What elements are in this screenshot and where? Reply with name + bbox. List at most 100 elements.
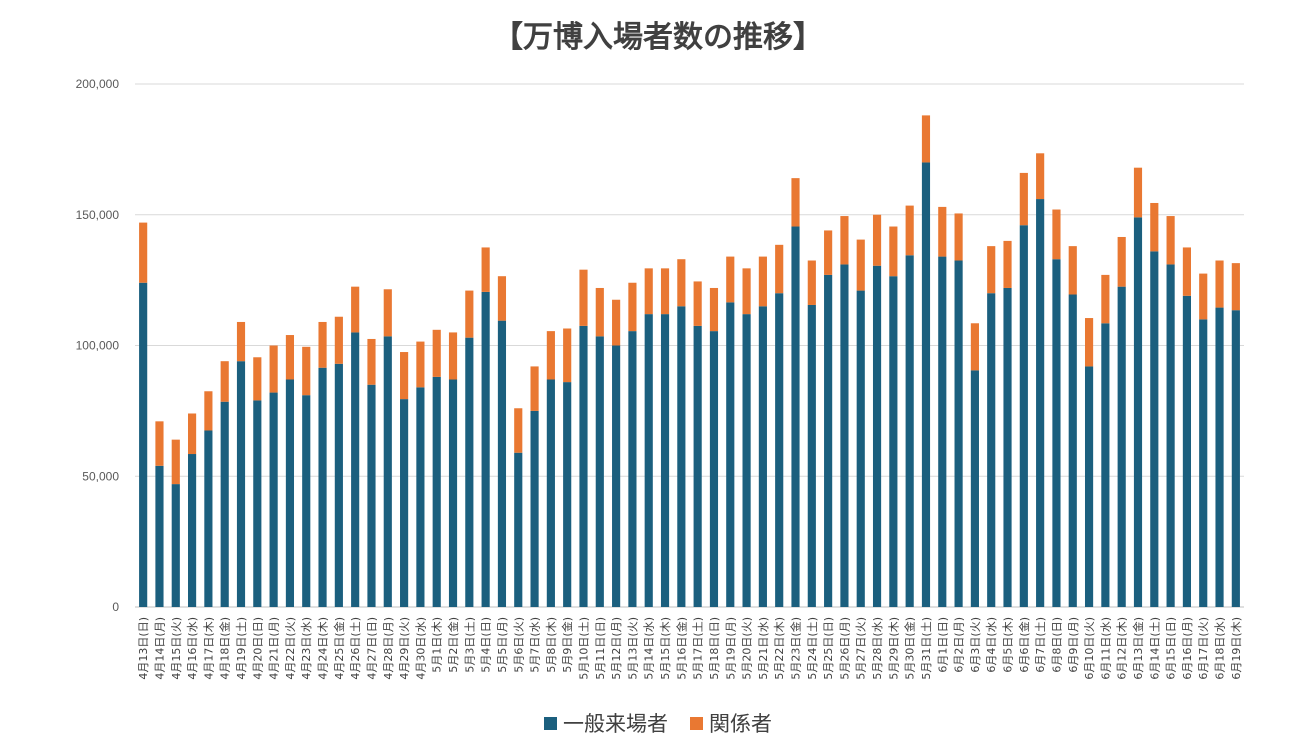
x-tick-label: 5月14日(水): [643, 617, 656, 680]
bar-general: [1068, 294, 1077, 607]
bar-general: [400, 399, 409, 607]
bar-general: [139, 282, 148, 607]
x-tick-label: 5月18日(日): [708, 617, 721, 680]
bar-general: [1182, 295, 1191, 607]
bar-staff: [236, 321, 246, 362]
bar-general: [1117, 286, 1126, 607]
x-tick-label: 6月15日(日): [1165, 617, 1178, 680]
bar-staff: [1101, 274, 1110, 324]
bar-staff: [1117, 236, 1126, 287]
bar-staff: [644, 268, 653, 315]
x-tick-label: 6月11日(水): [1099, 617, 1112, 680]
bar-staff: [171, 439, 180, 485]
bar-staff: [514, 408, 523, 453]
bar-general: [889, 276, 898, 607]
bar-general: [334, 363, 343, 607]
bar-staff: [1150, 202, 1159, 252]
legend-item-staff: 関係者: [690, 708, 772, 738]
legend-swatch-general: [544, 716, 557, 730]
x-tick-label: 6月17日(火): [1197, 617, 1210, 680]
bar-staff: [367, 338, 376, 385]
x-tick-label: 4月22日(火): [284, 617, 297, 680]
bar-general: [824, 274, 833, 607]
bar-general: [269, 392, 278, 607]
x-tick-label: 5月12日(月): [610, 617, 623, 680]
x-tick-label: 6月1日(日): [936, 617, 949, 673]
x-tick-label: 5月2日(金): [446, 617, 460, 673]
bar-general: [318, 367, 327, 607]
x-tick-label: 6月12日(木): [1116, 617, 1129, 680]
x-tick-label: 4月26日(土): [349, 617, 362, 680]
y-tick-label: 100,000: [76, 339, 120, 353]
bar-general: [481, 291, 490, 607]
bar-staff: [318, 321, 327, 368]
x-tick-label: 5月19日(月): [724, 617, 737, 680]
bar-general: [448, 379, 458, 607]
x-tick-label: 5月26日(月): [838, 617, 851, 680]
bar-general: [856, 290, 865, 607]
x-tick-label: 6月10日(火): [1083, 617, 1096, 680]
bar-general: [660, 314, 670, 607]
bar-general: [709, 331, 719, 607]
bar-staff: [1084, 318, 1094, 367]
bar-staff: [921, 115, 931, 163]
bar-staff: [204, 391, 213, 431]
bar-general: [775, 293, 784, 607]
bar-general: [546, 379, 555, 607]
bar-general: [188, 454, 197, 607]
bar-staff: [856, 239, 865, 291]
bar-staff: [465, 290, 474, 338]
legend-label-general: 一般来場者: [563, 712, 668, 736]
x-tick-label: 4月30日(水): [414, 617, 427, 680]
x-tick-label: 6月5日(木): [1002, 617, 1015, 673]
bar-staff: [660, 268, 670, 315]
bar-general: [253, 400, 262, 607]
bar-staff: [400, 352, 409, 400]
x-tick-label: 5月22日(木): [773, 617, 786, 680]
legend: 一般来場者 関係者: [0, 708, 1316, 738]
bar-staff: [677, 259, 686, 307]
x-tick-label: 6月19日(木): [1230, 617, 1243, 680]
bar-general: [807, 304, 816, 607]
bar-staff: [840, 216, 849, 265]
x-tick-label: 5月1日(木): [431, 617, 444, 673]
bar-general: [987, 293, 996, 607]
x-tick-label: 4月13日(日): [137, 617, 150, 680]
bar-general: [204, 430, 213, 607]
x-tick-label: 6月3日(火): [969, 617, 982, 673]
x-tick-label: 4月17日(木): [202, 617, 215, 680]
bar-staff: [1166, 216, 1175, 265]
x-tick-label: 4月20日(日): [251, 617, 264, 680]
legend-swatch-staff: [690, 716, 703, 730]
bar-general: [1036, 199, 1045, 607]
x-tick-label: 5月29日(木): [887, 617, 900, 680]
bar-general: [351, 332, 360, 607]
bar-general: [1133, 217, 1143, 608]
bars: [139, 115, 1240, 608]
bar-staff: [220, 361, 229, 402]
bar-staff: [905, 205, 914, 256]
x-tick-label: 4月18日(金): [218, 617, 232, 680]
x-tick-label: 5月24日(土): [806, 617, 819, 680]
bar-general: [693, 325, 702, 607]
x-tick-label: 5月3日(土): [463, 617, 476, 673]
legend-label-staff: 関係者: [709, 712, 772, 736]
x-tick-label: 5月31日(土): [920, 617, 933, 680]
bar-staff: [269, 345, 278, 393]
bar-staff: [139, 222, 148, 283]
bar-general: [1150, 251, 1159, 608]
bar-general: [970, 370, 979, 607]
y-axis-ticks: 0 50,000 100,000 150,000 200,000: [76, 77, 120, 614]
y-tick-label: 50,000: [82, 469, 119, 483]
bar-general: [742, 314, 751, 607]
x-tick-label: 5月16日(金): [674, 617, 688, 680]
bar-staff: [155, 421, 164, 466]
y-tick-label: 200,000: [76, 77, 120, 91]
x-tick-label: 5月13日(火): [626, 617, 639, 680]
bar-staff: [628, 282, 637, 332]
x-tick-label: 5月15日(木): [659, 617, 672, 680]
y-tick-label: 150,000: [76, 208, 120, 222]
x-tick-label: 6月7日(土): [1034, 617, 1047, 673]
bar-staff: [987, 246, 996, 294]
bar-staff: [546, 331, 555, 380]
